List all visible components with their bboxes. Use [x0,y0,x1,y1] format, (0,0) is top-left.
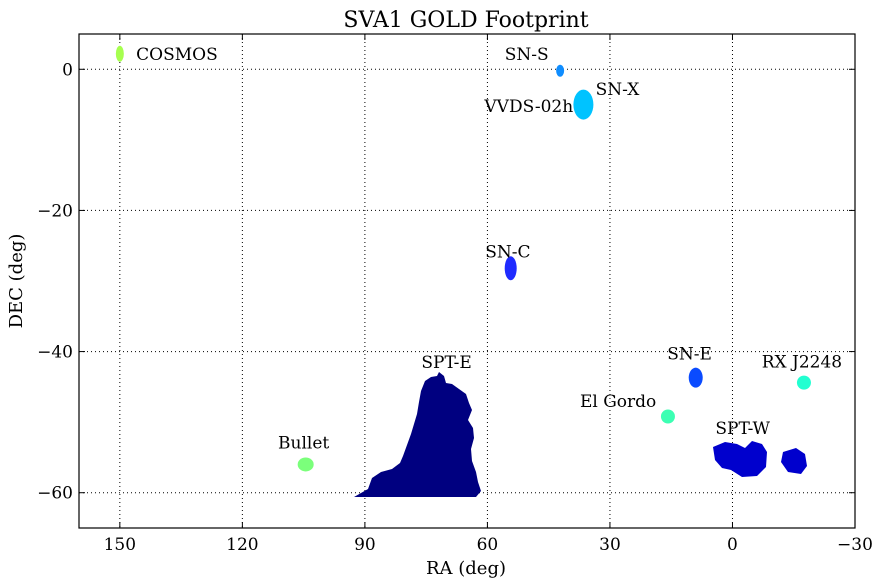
y-tick-label: 0 [62,60,73,80]
region-mark-sn-s [556,64,565,77]
x-tick-label: 0 [727,535,738,555]
region-marks [115,45,811,472]
x-tick-label: 30 [599,535,621,555]
region-label-spt-e: SPT-E [421,353,471,373]
region-labels: COSMOS SN-S SN-X VVDS-02h SN-C SN-E RX J2248 El… [136,45,842,454]
y-axis-label: DEC (deg) [6,234,27,329]
spt-w-east-footprint [781,448,807,474]
region-label-vvds-02h: VVDS-02h [483,97,573,117]
y-tick-label: −60 [37,484,73,504]
region-mark-sn-c [504,256,517,281]
axes: 150 120 90 60 30 0 −30 0 −20 −40 −60 [37,33,873,555]
x-tick-label: 90 [354,535,376,555]
region-mark-el-gordo [660,409,675,424]
region-mark-bullet [297,457,314,472]
footprint-regions [354,372,807,497]
region-label-rx-j2248: RX J2248 [762,352,842,372]
spt-e-footprint [354,372,481,497]
region-label-sn-x: SN-X [596,80,641,100]
x-axis-label: RA (deg) [426,558,506,579]
region-label-el-gordo: El Gordo [580,392,656,412]
y-tick-label: −20 [37,201,73,221]
region-mark-rx-j2248 [796,375,811,390]
region-label-sn-e: SN-E [667,345,712,365]
region-label-spt-w: SPT-W [715,419,770,439]
plot-frame [78,33,856,529]
region-mark-cosmos [115,45,124,62]
region-label-cosmos: COSMOS [136,45,218,65]
x-tick-label: 150 [104,535,136,555]
x-tick-label: −30 [837,535,873,555]
region-mark-sn-e [688,367,703,388]
y-tick-label: −40 [37,343,73,363]
x-tick-label: 120 [226,535,258,555]
region-mark-vvds-02h [573,89,594,120]
region-label-sn-c: SN-C [485,242,530,262]
x-tick-label: 60 [477,535,499,555]
region-label-sn-s: SN-S [505,45,549,65]
region-label-bullet: Bullet [278,434,329,454]
chart-title: SVA1 GOLD Footprint [343,8,588,33]
spt-w-footprint [713,441,767,477]
